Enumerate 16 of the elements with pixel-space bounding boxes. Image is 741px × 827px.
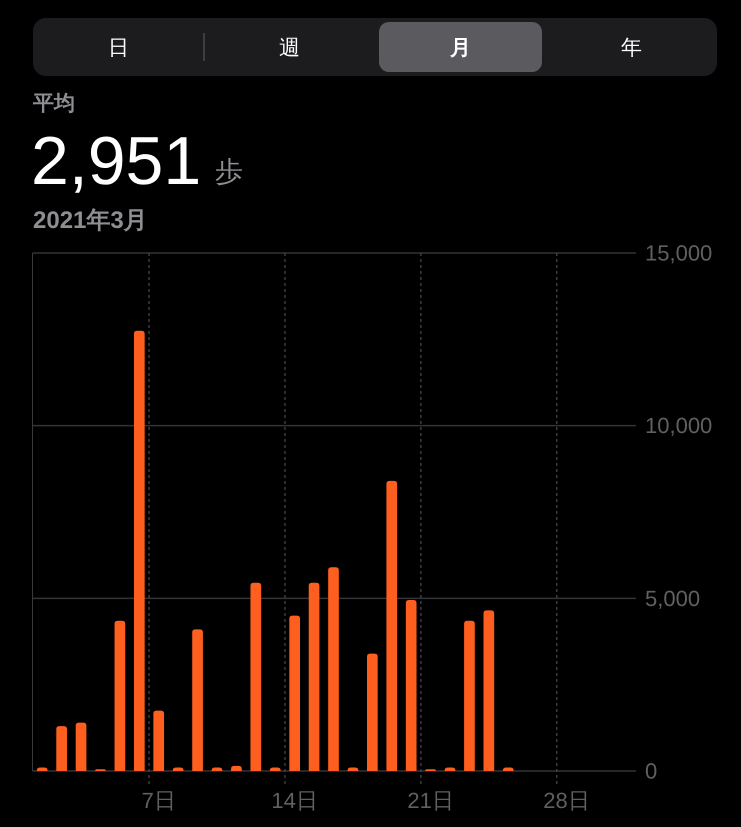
segment-label: 週 <box>279 36 300 60</box>
unit-label: 歩 <box>215 156 244 187</box>
x-tick-label: 28日 <box>543 788 590 813</box>
segment-label: 月 <box>450 36 471 60</box>
segment-label: 日 <box>108 36 129 60</box>
segment-label: 年 <box>621 36 642 60</box>
stat-label: 平均 <box>33 92 75 115</box>
subtitle: 2021年3月 <box>33 207 148 234</box>
x-tick-label: 14日 <box>271 788 318 813</box>
y-tick-label: 15,000 <box>645 240 712 266</box>
x-tick-label: 21日 <box>407 788 454 813</box>
y-tick-label: 10,000 <box>645 413 712 438</box>
y-tick-label: 0 <box>645 758 658 784</box>
title: 2,951 <box>31 123 202 199</box>
y-tick-label: 5,000 <box>645 586 700 611</box>
x-tick-label: 7日 <box>142 788 176 813</box>
